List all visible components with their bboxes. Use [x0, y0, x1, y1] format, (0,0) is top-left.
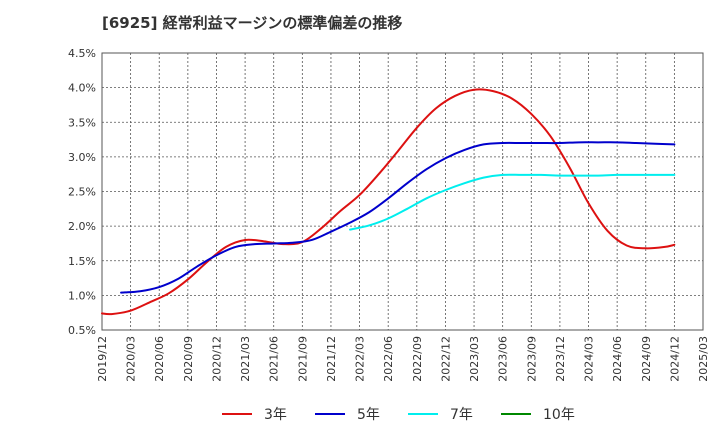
x-tick-label: 2021/03 [239, 336, 252, 382]
x-tick-label: 2020/03 [125, 336, 138, 382]
x-tick-label: 2022/06 [382, 336, 395, 382]
series-line-1 [101, 88, 676, 316]
x-tick-label: 2024/03 [583, 336, 596, 382]
y-tick-label: 1.0% [68, 289, 96, 302]
legend-label-2: 5年 [357, 407, 380, 423]
chart-title: [6925] 経常利益マージンの標準偏差の推移 [102, 14, 403, 32]
x-tick-label: 2023/12 [554, 336, 567, 382]
y-tick-label: 3.5% [68, 116, 96, 129]
x-tick-label: 2023/06 [497, 336, 510, 382]
x-tick-label: 2021/06 [268, 336, 281, 382]
legend-label-1: 3年 [264, 407, 287, 423]
legend-label-3: 7年 [450, 407, 473, 423]
x-tick-label: 2023/03 [468, 336, 481, 382]
y-tick-label: 3.0% [68, 151, 96, 164]
x-tick-label: 2023/09 [525, 336, 538, 382]
x-tick-label: 2021/09 [296, 336, 309, 382]
series-line-3 [349, 173, 676, 231]
y-tick-label: 1.5% [68, 255, 96, 268]
y-tick-label: 2.5% [68, 186, 96, 199]
y-tick-label: 4.5% [68, 47, 96, 60]
y-tick-label: 0.5% [68, 324, 96, 337]
x-tick-label: 2022/09 [411, 336, 424, 382]
x-tick-label: 2024/06 [611, 336, 624, 382]
x-tick-label: 2024/12 [668, 336, 681, 382]
x-tick-label: 2019/12 [96, 336, 109, 382]
x-tick-label: 2020/12 [210, 336, 223, 382]
legend-label-4: 10年 [543, 407, 575, 423]
x-tick-label: 2022/12 [439, 336, 452, 382]
x-tick-label: 2024/09 [640, 336, 653, 382]
x-tick-label: 2025/03 [697, 336, 710, 382]
y-tick-label: 4.0% [68, 82, 96, 95]
plot-border [101, 52, 704, 331]
x-tick-label: 2020/09 [182, 336, 195, 382]
x-tick-label: 2020/06 [153, 336, 166, 382]
x-tick-label: 2022/03 [354, 336, 367, 382]
y-tick-label: 2.0% [68, 220, 96, 233]
series-line-2 [120, 141, 676, 294]
x-tick-label: 2021/12 [325, 336, 338, 382]
